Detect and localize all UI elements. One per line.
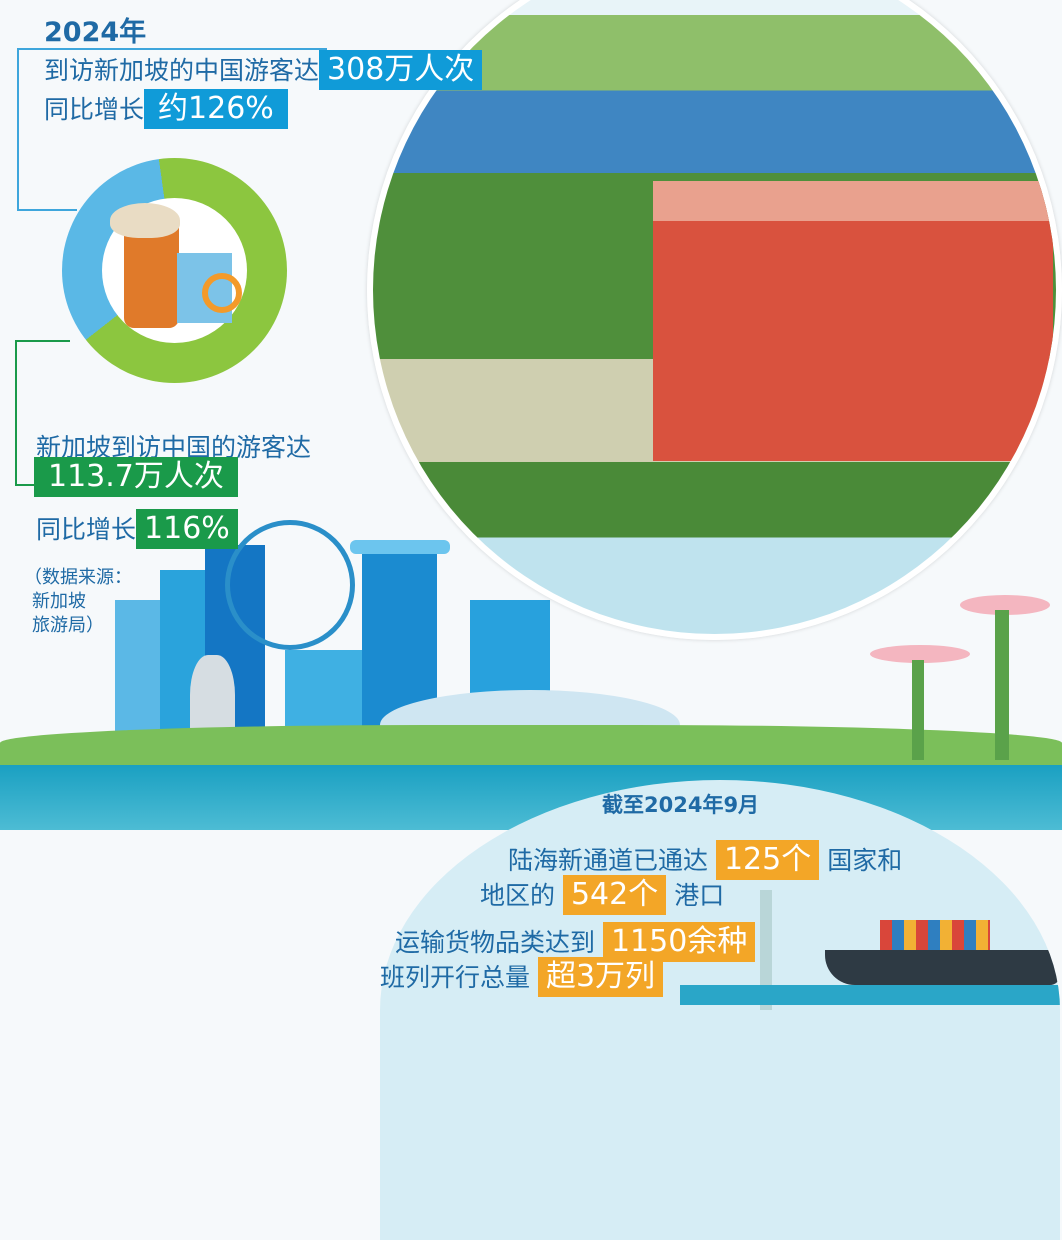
- china-visitors-value: 308万人次: [319, 50, 483, 90]
- hat-icon: [110, 203, 180, 238]
- magnifier-icon: [202, 273, 242, 313]
- crane-icon: [760, 890, 772, 1010]
- trains-value: 超3万列: [537, 957, 664, 997]
- city-aerial-photo: [367, 0, 1062, 640]
- corridor-text: 港口: [674, 881, 725, 910]
- ferris-wheel-icon: [225, 520, 355, 650]
- countries-value: 125个: [715, 840, 820, 880]
- source-line: （数据来源：: [24, 567, 132, 588]
- china-growth-label: 同比增长: [44, 95, 145, 124]
- source-line: 新加坡: [32, 591, 86, 612]
- data-source: （数据来源： 新加坡 旅游局）: [24, 566, 132, 638]
- year-heading: 2024年: [44, 17, 147, 48]
- corridor-text: 班列开行总量: [380, 963, 531, 992]
- corridor-text: 陆海新通道已通达: [508, 846, 709, 875]
- china-growth-value: 约126%: [144, 89, 288, 129]
- red-building: [653, 181, 1053, 461]
- corridor-text: 地区的: [480, 881, 556, 910]
- source-line: 旅游局）: [32, 615, 104, 636]
- corridor-date: 截至2024年9月: [602, 793, 760, 817]
- sg-growth-label: 同比增长: [36, 515, 137, 544]
- donut-ring: [62, 158, 287, 383]
- china-visitors-label: 到访新加坡的中国游客达: [44, 56, 320, 85]
- ship-icon: [825, 950, 1060, 985]
- corridor-text: 国家和: [827, 846, 903, 875]
- sg-growth-value: 116%: [136, 509, 238, 549]
- skyline-illustration: [0, 520, 1062, 770]
- sg-visitors-value: 113.7万人次: [34, 457, 238, 497]
- ports-value: 542个: [562, 875, 667, 915]
- goods-value: 1150余种: [602, 922, 756, 962]
- corridor-text: 运输货物品类达到: [395, 928, 596, 957]
